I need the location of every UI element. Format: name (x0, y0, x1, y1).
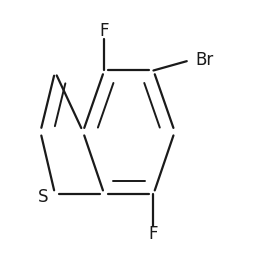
Text: F: F (100, 22, 109, 40)
Text: S: S (38, 188, 48, 206)
Text: Br: Br (195, 51, 213, 69)
Text: F: F (149, 225, 158, 243)
